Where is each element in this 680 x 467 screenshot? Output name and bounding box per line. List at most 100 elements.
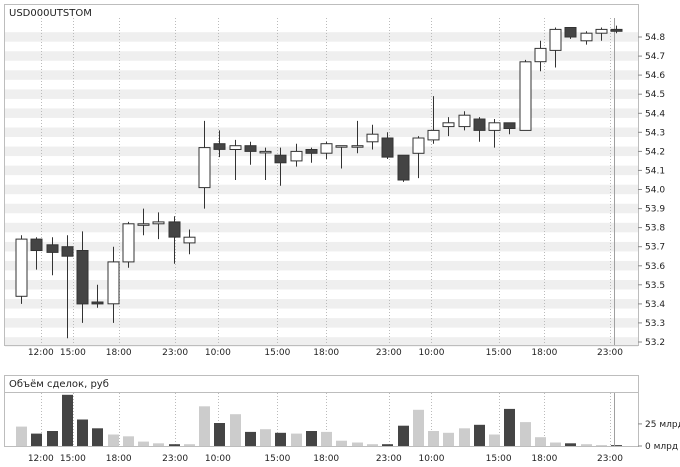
candle	[137, 208, 150, 236]
volume-bar-down	[474, 424, 485, 446]
volume-bar-up	[596, 445, 607, 446]
candle-body-down	[30, 238, 43, 252]
volume-x-tick-label: 18:00	[313, 454, 339, 464]
price-y-tick-label: 53.2	[645, 338, 665, 348]
volume-bar-down	[398, 425, 409, 446]
volume-bar-up	[535, 437, 546, 446]
price-x-tick-label: 23:00	[162, 348, 188, 358]
candle	[610, 25, 623, 34]
candle	[442, 117, 455, 137]
candle-body-down	[274, 154, 287, 164]
volume-bar-up	[459, 428, 470, 446]
candle	[335, 145, 348, 169]
price-y-tick-label: 53.8	[645, 224, 665, 234]
volume-bar-up	[428, 431, 439, 446]
candle-body-down	[473, 118, 486, 131]
volume-bar-up	[520, 422, 531, 446]
volume-bar-up	[199, 406, 210, 447]
volume-bar-down	[504, 408, 515, 446]
candle	[366, 124, 379, 150]
candle-body-up	[427, 129, 440, 141]
volume-bar-up	[184, 444, 195, 446]
candle	[152, 212, 165, 240]
candle-body-up	[320, 143, 333, 154]
price-x-tick-label: 23:00	[597, 348, 623, 358]
volume-bar-up	[581, 444, 592, 446]
candle-body-up	[137, 223, 150, 226]
price-y-tick-label: 53.4	[645, 300, 665, 310]
volume-bar-down	[47, 431, 58, 446]
price-grid-band	[5, 184, 638, 195]
price-grid-band	[5, 280, 638, 290]
candle-body-up	[366, 133, 379, 143]
price-y-tick-label: 54.2	[645, 147, 665, 157]
volume-x-tick-label: 23:00	[162, 454, 188, 464]
price-x-tick-label: 18:00	[531, 348, 557, 358]
volume-bar-down	[62, 394, 73, 446]
candle	[564, 27, 577, 39]
candle	[244, 141, 257, 165]
candle-body-down	[168, 221, 181, 238]
candle	[458, 111, 471, 131]
volume-x-tick-label: 23:00	[597, 454, 623, 464]
candle-body-up	[198, 147, 211, 189]
volume-bar-down	[245, 431, 256, 446]
volume-bar-up	[336, 440, 347, 446]
volume-chart-svg: Объём сделок, руб 0 млрд 25 млрд 12:00 15:…	[4, 375, 680, 464]
volume-bar-up	[321, 431, 332, 446]
price-y-tick-label: 54.6	[645, 71, 665, 81]
volume-x-tick-label: 15:00	[486, 454, 512, 464]
candle-body-down	[381, 137, 394, 158]
volume-bar-down	[565, 443, 576, 446]
volume-bar-up	[108, 434, 119, 446]
price-y-tick-label: 53.3	[645, 319, 665, 329]
candle	[473, 117, 486, 142]
price-y-tick-label: 54.4	[645, 109, 665, 119]
price-x-tick-label: 23:00	[376, 348, 402, 358]
candle	[549, 27, 562, 68]
price-grid-band	[5, 260, 638, 271]
volume-x-tick-label: 18:00	[531, 454, 557, 464]
price-plot-frame	[4, 4, 639, 346]
volume-bar-up	[230, 414, 241, 446]
volume-x-tick-label: 12:00	[28, 454, 54, 464]
candle	[61, 235, 74, 339]
candle	[30, 237, 43, 270]
volume-chart-panel: Объём сделок, руб 0 млрд 25 млрд 12:00 15:…	[0, 372, 680, 467]
volume-bar-down	[214, 423, 225, 446]
volume-x-tick-label: 10:00	[419, 454, 445, 464]
volume-bar-up	[489, 434, 500, 446]
candle-body-up	[122, 223, 135, 263]
price-grid-band	[5, 51, 638, 61]
price-grid-band	[5, 89, 638, 99]
price-x-tick-label: 15:00	[486, 348, 512, 358]
candle	[595, 27, 608, 41]
candle-body-down	[213, 143, 226, 150]
volume-y-tick-label: 0 млрд	[645, 442, 678, 452]
price-grid-band	[5, 241, 638, 252]
candle	[198, 120, 211, 209]
candle-body-up	[335, 145, 348, 148]
volume-bar-up	[260, 429, 271, 446]
volume-bar-down	[306, 431, 317, 446]
candle-body-down	[244, 145, 257, 152]
candle-body-down	[61, 246, 74, 257]
candle	[122, 221, 135, 268]
candle-body-up	[229, 145, 242, 150]
candle-body-up	[519, 61, 532, 131]
candle	[290, 143, 303, 167]
price-grid-band	[5, 108, 638, 118]
candle	[427, 96, 440, 144]
volume-plot-frame	[4, 375, 639, 447]
candle-body-up	[580, 32, 593, 42]
candle-body-up	[351, 145, 364, 148]
price-y-tick-label: 54.8	[645, 33, 665, 43]
price-y-tick-label: 53.9	[645, 205, 665, 215]
candle	[183, 229, 196, 255]
candle	[351, 120, 364, 154]
price-x-tick-label: 18:00	[106, 348, 132, 358]
candle-body-up	[107, 261, 120, 305]
candle	[534, 40, 547, 72]
candle-body-down	[76, 250, 89, 305]
volume-bar-up	[16, 426, 27, 446]
